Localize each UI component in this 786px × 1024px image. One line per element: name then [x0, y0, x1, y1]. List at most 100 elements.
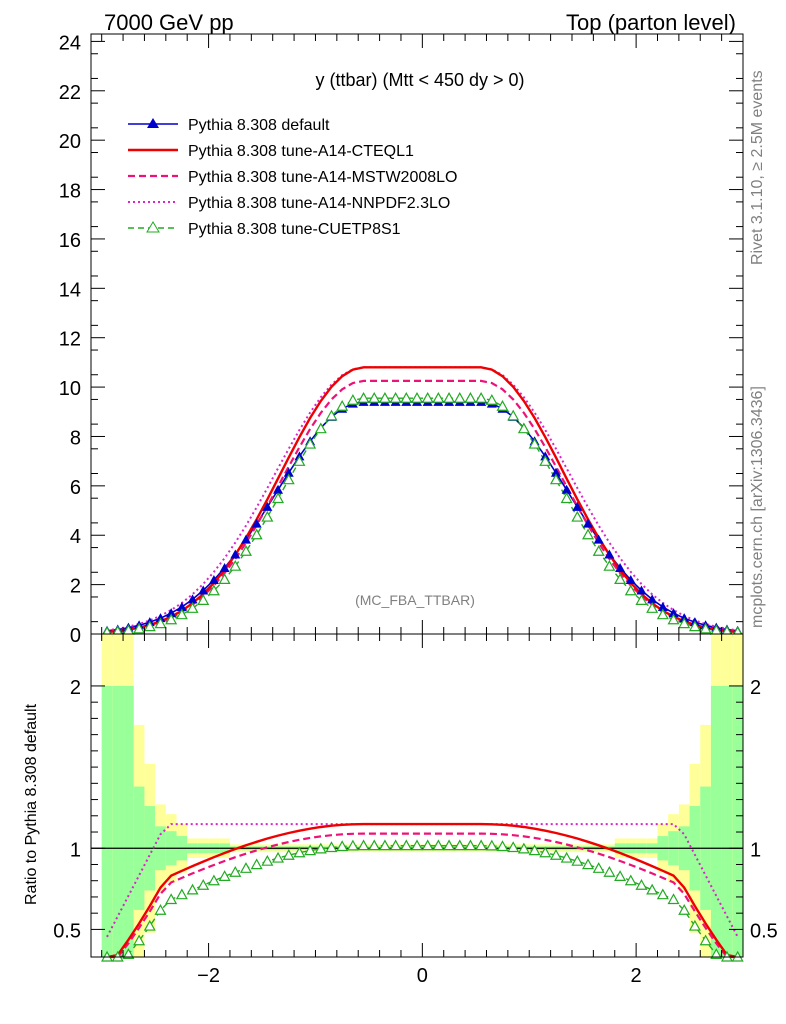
ratio-cuetp8s1-point	[186, 883, 199, 895]
series-default-point	[208, 574, 219, 584]
series-cuetp8s1-point	[592, 545, 605, 556]
series-default-point	[615, 562, 626, 572]
ratio-cuetp8s1-point	[560, 851, 573, 863]
series-cuetp8s1-point	[314, 422, 327, 434]
series-cuetp8s1-point	[475, 391, 488, 403]
ratio-ytick-label-right: 1	[750, 839, 761, 861]
series-cuetp8s1-point	[485, 393, 498, 405]
ratio-cuetp8s1-point	[656, 888, 669, 900]
ratio-band-inner	[721, 685, 733, 957]
ratio-cuetp8s1-point	[539, 846, 552, 858]
series-default-point	[251, 518, 262, 528]
series-cuetp8s1-point	[560, 492, 573, 504]
legend-label: Pythia 8.308 tune-CUETP8S1	[188, 221, 401, 238]
ratio-plot-panel: 0.5 0.5 1 1 2 2 −2 0 2 Ratio to Pythia 8.308 def…	[23, 633, 778, 987]
main-ytick-label: 2	[70, 576, 81, 598]
ratio-cuetp8s1-point	[464, 839, 477, 851]
ratio-cuetp8s1-point	[624, 874, 637, 886]
ratio-uncertainty-bands	[101, 634, 743, 957]
main-ytick-label: 16	[59, 230, 81, 252]
ratio-cuetp8s1-line	[107, 845, 738, 958]
series-default-point	[572, 501, 583, 511]
ratio-cuetp8s1-point	[229, 866, 242, 877]
ratio-cuetp8s1-point	[581, 858, 595, 870]
series-default-point	[273, 484, 284, 494]
ratio-cuetp8s1-point	[175, 888, 188, 900]
series-cuetp8s1-point	[325, 409, 338, 421]
series-cuetp8s1-point	[539, 455, 552, 466]
ratio-cuetp8s1-point	[143, 919, 156, 931]
ratio-band-inner	[112, 685, 124, 957]
header-left: 7000 GeV pp	[104, 10, 234, 35]
ratio-cuetp8s1-point	[368, 839, 381, 851]
series-cuetp8s1-point	[250, 528, 263, 540]
ratio-cuetp8s1-point	[517, 842, 530, 854]
series-default-point	[240, 534, 251, 544]
ratio-xtick-label: −2	[197, 965, 220, 987]
series-default-point	[657, 601, 668, 611]
ratio-cuetp8s1-point	[325, 841, 338, 853]
ratio-curves	[91, 822, 744, 962]
ratio-ytick-label-right: 0.5	[750, 920, 778, 942]
ratio-band-inner	[732, 685, 743, 957]
series-cuetp8s1-point	[218, 573, 231, 584]
series-cuetp8s1-point	[646, 602, 659, 613]
main-ytick-label: 20	[59, 131, 81, 153]
series-cuetp8s1-point	[175, 608, 188, 620]
mcplots-label: mcplots.cern.ch [arXiv:1306.3436]	[749, 386, 766, 628]
ratio-band-inner	[123, 685, 134, 957]
ratio-cuetp8s1-point	[421, 839, 434, 851]
series-cuetp8s1-point	[378, 391, 391, 403]
series-cuetp8s1-point	[143, 620, 156, 632]
series-cuetp8s1-point	[197, 594, 210, 605]
main-ytick-label: 22	[59, 82, 81, 104]
legend-marker	[147, 118, 159, 128]
series-cuetp8s1-point	[464, 391, 477, 403]
ratio-cuetp8s1-point	[592, 862, 605, 873]
series-cuetp8s1-point	[656, 608, 669, 620]
main-ytick-label: 12	[59, 329, 81, 351]
ratio-cuetp8s1-point	[549, 848, 562, 860]
series-default-point	[550, 467, 561, 477]
ratio-band-inner	[710, 685, 722, 957]
series-cuetp8s1-point	[368, 391, 381, 403]
legend: Pythia 8.308 default Pythia 8.308 tune-A1…	[128, 117, 457, 238]
series-cuetp8s1-point	[581, 528, 595, 540]
main-ytick-label: 0	[70, 625, 81, 647]
main-ytick-label: 24	[59, 32, 81, 54]
ratio-ylabel: Ratio to Pythia 8.308 default	[23, 703, 40, 905]
series-cuetp8s1-point	[239, 545, 253, 556]
ratio-cuetp8s1-point	[282, 848, 295, 860]
ratio-cuetp8s1-point	[699, 934, 712, 946]
ratio-xtick-label: 0	[417, 965, 428, 987]
series-cuetp8s1-point	[678, 617, 691, 629]
series-default-point	[593, 534, 604, 544]
series-cuetp8s1-point	[389, 391, 402, 403]
series-cuetp8s1-point	[304, 437, 317, 449]
ratio-frame	[90, 633, 744, 958]
main-ytick-label: 4	[70, 526, 81, 548]
ratio-cuetp8s1-point	[475, 839, 488, 851]
ratio-cuetp8s1-point	[378, 839, 391, 851]
ratio-cuetp8s1-point	[678, 904, 691, 915]
legend-marker	[146, 221, 160, 233]
series-cuetp8s1-point	[528, 437, 541, 449]
main-ytick-label: 10	[59, 378, 81, 400]
main-ytick-label: 8	[70, 427, 81, 449]
ratio-cuetp8s1-point	[667, 893, 680, 905]
series-default-point	[219, 562, 230, 572]
ratio-cuetp8s1-point	[250, 858, 263, 870]
ratio-xtick-label: 2	[631, 965, 642, 987]
ratio-cuetp8s1-point	[218, 870, 231, 881]
series-cuetp8s1-point	[432, 391, 445, 403]
analysis-tag: (MC_FBA_TTBAR)	[355, 592, 475, 608]
series-default-point	[283, 467, 294, 477]
ratio-cuetp8s1-point	[336, 840, 349, 852]
series-cuetp8s1-point	[346, 393, 359, 405]
series-cuetp8s1-point	[186, 602, 199, 613]
ratio-cuetp8s1-point	[304, 844, 317, 856]
series-cuetp8s1-point	[614, 573, 627, 584]
ratio-cuetp8s1-point	[571, 854, 584, 866]
